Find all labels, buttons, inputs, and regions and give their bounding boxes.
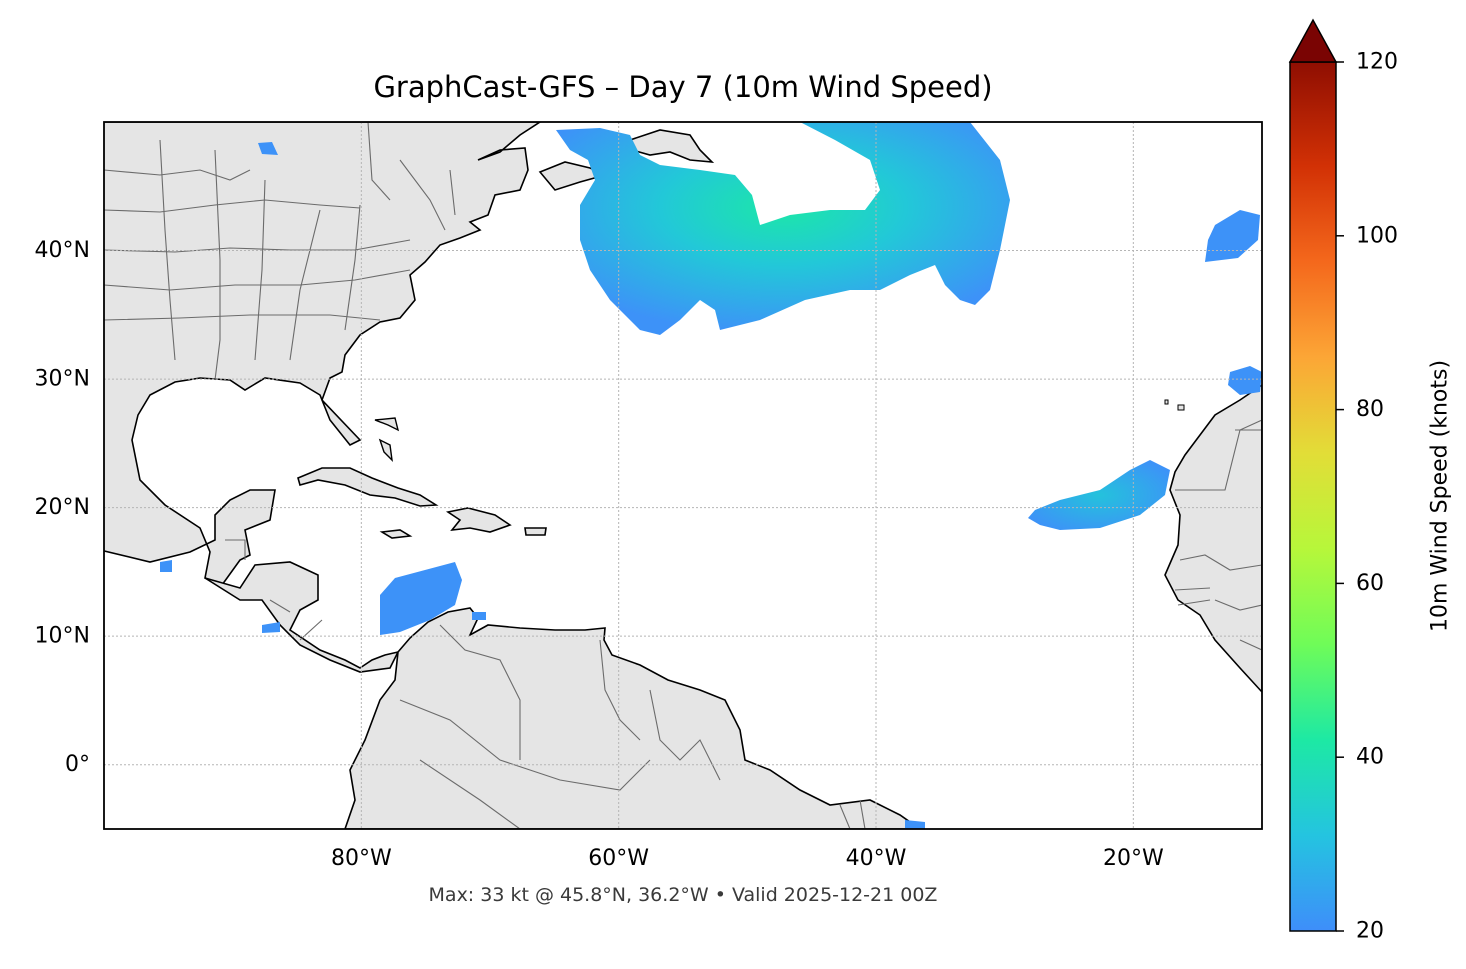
wind-region-canaries xyxy=(1228,366,1262,395)
wind-region-small-1 xyxy=(258,142,278,155)
colorbar-extend-arrow xyxy=(1288,18,1338,63)
wind-region-small-2 xyxy=(160,560,172,572)
lon-tick-label: 20°W xyxy=(1103,846,1164,871)
island-hispaniola xyxy=(445,507,512,533)
island-bahamas xyxy=(374,417,400,462)
admin-borders xyxy=(104,122,1262,829)
island-newfoundland xyxy=(629,129,715,163)
colorbar-label: 10m Wind Speed (knots) xyxy=(1428,360,1453,632)
lat-tick-label: 0° xyxy=(65,752,90,777)
colorbar-tick-label: 120 xyxy=(1356,50,1398,75)
lat-tick-label: 10°N xyxy=(35,624,90,649)
lon-tick-label: 60°W xyxy=(588,846,649,871)
map-title: GraphCast-GFS – Day 7 (10m Wind Speed) xyxy=(373,70,993,104)
wind-region-northwest-atlantic xyxy=(556,122,1010,335)
lat-tick-label: 40°N xyxy=(35,238,90,263)
colorbar-tick-label: 80 xyxy=(1356,397,1384,422)
longitude-axis: 80°W 60°W 40°W 20°W xyxy=(331,846,1164,871)
landmass-central-america xyxy=(204,561,400,673)
wind-region-caribbean xyxy=(380,562,462,635)
colorbar-tick-label: 100 xyxy=(1356,223,1398,248)
wind-region-tropical-atlantic xyxy=(1028,460,1170,530)
max-wind-caption: Max: 33 kt @ 45.8°N, 36.2°W • Valid 2025… xyxy=(428,884,938,906)
map-frame xyxy=(103,121,1263,830)
colorbar-tick-label: 40 xyxy=(1356,745,1384,770)
wind-speed-field xyxy=(160,122,1262,829)
lat-tick-label: 30°N xyxy=(35,367,90,392)
island-cuba xyxy=(297,467,439,507)
colorbar-tick-label: 60 xyxy=(1356,571,1384,596)
wind-region-small-3 xyxy=(262,622,280,633)
landmass-north-america xyxy=(104,122,542,586)
colorbar: 20 40 60 80 100 120 10m Wind Speed (knots) xyxy=(1288,18,1453,944)
lat-tick-label: 20°N xyxy=(35,495,90,520)
landmass-africa xyxy=(1164,384,1262,694)
landmass-south-america xyxy=(344,607,922,829)
colorbar-gradient xyxy=(1289,61,1337,932)
lon-tick-label: 80°W xyxy=(331,846,392,871)
island-puerto-rico xyxy=(524,527,547,536)
colorbar-ticks: 20 40 60 80 100 120 xyxy=(1336,50,1398,944)
colorbar-tick-label: 20 xyxy=(1356,919,1384,944)
island-canaries xyxy=(1164,399,1185,411)
wind-region-small-4 xyxy=(905,820,925,829)
gridlines xyxy=(104,122,1262,829)
wind-region-small-5 xyxy=(472,612,486,620)
latitude-axis: 0° 10°N 20°N 30°N 40°N xyxy=(35,238,90,777)
island-jamaica xyxy=(379,529,413,539)
lon-tick-label: 40°W xyxy=(846,846,907,871)
wind-region-northeast-atlantic xyxy=(1205,210,1260,262)
